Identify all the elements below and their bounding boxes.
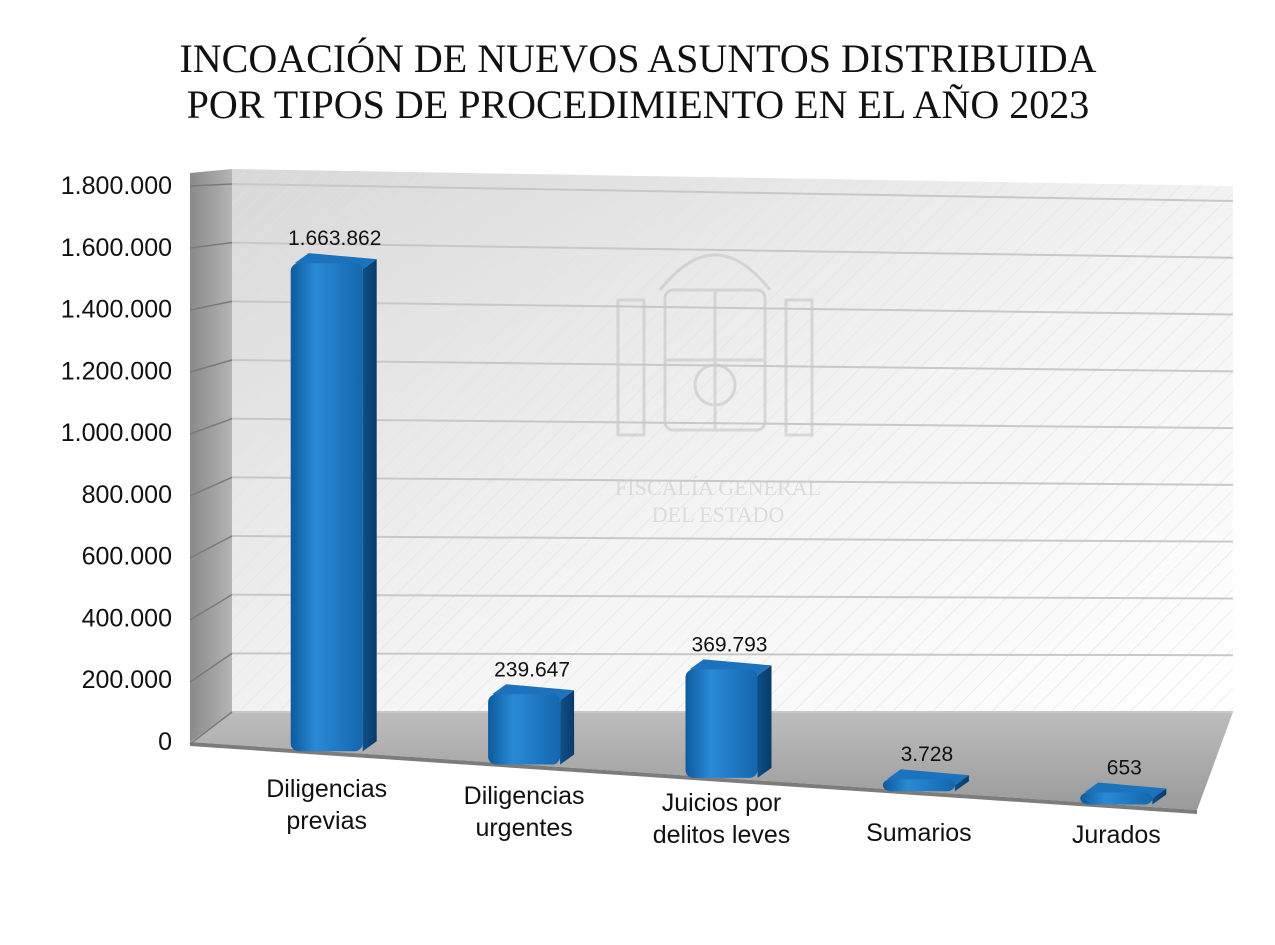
x-tick-label: Diligencias previas xyxy=(266,775,387,835)
y-tick-label: 1.200.000 xyxy=(61,357,172,385)
y-axis: 0 200.000 400.000 600.000 800.000 1.000.000 1.… xyxy=(61,172,172,756)
data-label: 1.663.862 xyxy=(288,227,381,250)
watermark-line-2: DEL ESTADO xyxy=(652,502,784,527)
y-tick-label: 1.400.000 xyxy=(61,296,172,324)
chart-title-line-2: POR TIPOS DE PROCEDIMIENTO EN EL AÑO 202… xyxy=(187,82,1090,127)
y-tick-label: 600.000 xyxy=(82,543,172,571)
y-tick-label: 800.000 xyxy=(82,481,172,509)
plot-side-wall xyxy=(190,169,232,742)
bar-side xyxy=(758,665,772,777)
x-tick-label: Diligencias urgentes xyxy=(464,782,585,842)
y-tick-label: 1.000.000 xyxy=(61,419,172,447)
x-tick-label: Juicios por delitos leves xyxy=(653,789,791,849)
bar-side xyxy=(363,259,377,751)
bar xyxy=(686,669,758,777)
watermark-line-1: FISCALÍA GENERAL xyxy=(615,475,821,500)
y-tick-label: 400.000 xyxy=(82,604,172,632)
data-label: 653 xyxy=(1107,757,1142,780)
y-tick-label: 1.600.000 xyxy=(61,234,172,262)
x-tick-label: Jurados xyxy=(1072,821,1161,849)
data-label: 3.728 xyxy=(901,743,954,766)
y-tick-label: 0 xyxy=(158,728,172,756)
bar xyxy=(291,263,363,751)
bar xyxy=(1080,793,1152,805)
bar-side xyxy=(560,690,574,764)
chart-title: INCOACIÓN DE NUEVOS ASUNTOS DISTRIBUIDA … xyxy=(179,36,1096,127)
data-label: 239.647 xyxy=(494,658,570,681)
x-tick-label: Sumarios xyxy=(866,819,972,847)
data-label: 369.793 xyxy=(692,633,768,656)
y-tick-label: 1.800.000 xyxy=(61,172,172,200)
bar xyxy=(488,694,560,764)
y-tick-label: 200.000 xyxy=(82,666,172,694)
bar xyxy=(883,779,955,791)
chart-title-line-1: INCOACIÓN DE NUEVOS ASUNTOS DISTRIBUIDA xyxy=(179,36,1096,81)
